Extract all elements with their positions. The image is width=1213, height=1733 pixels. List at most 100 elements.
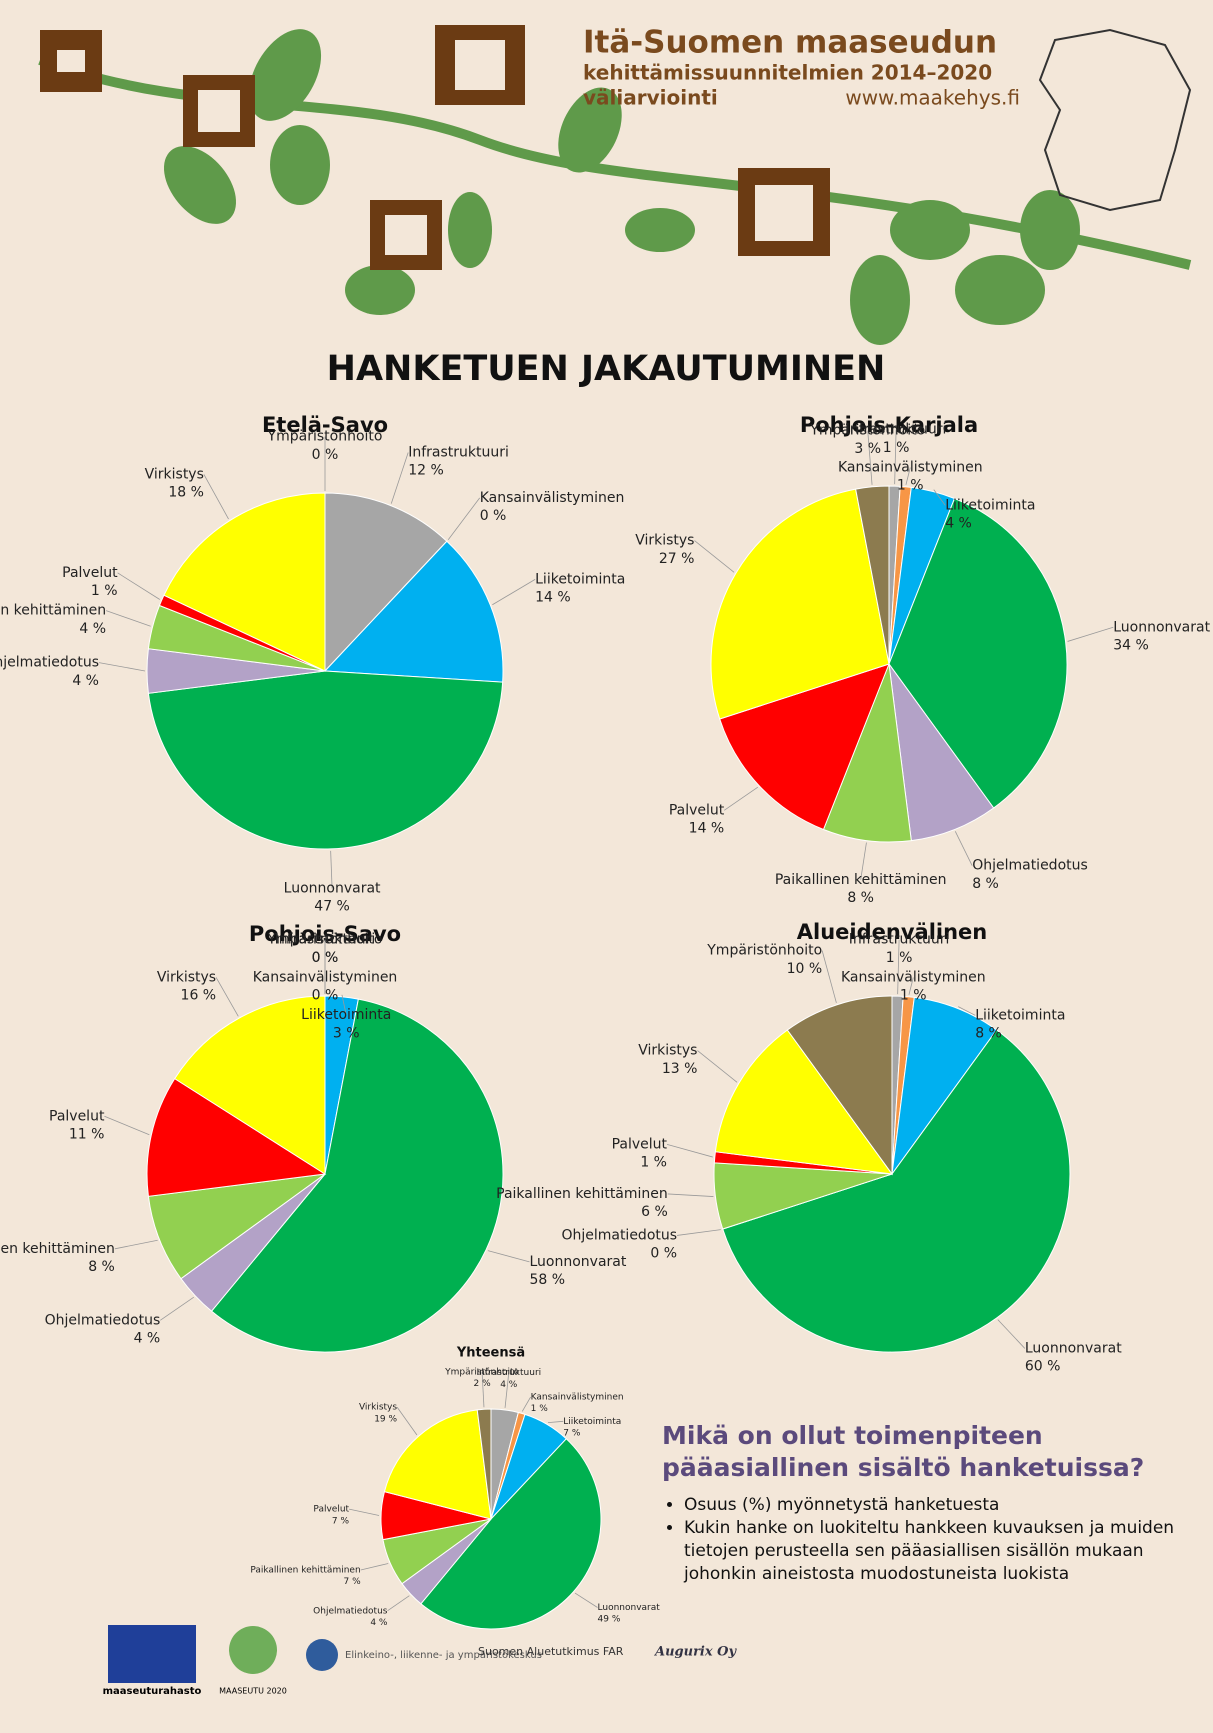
pie-slice <box>855 485 890 665</box>
leader-line <box>905 467 911 485</box>
slice-value: 10 % <box>787 961 823 977</box>
leader-line <box>487 1250 530 1263</box>
slice-label: Ympäristönhoito <box>267 932 383 948</box>
slice-label: Luonnonvarat <box>1113 619 1210 635</box>
slice-value: 12 % <box>408 463 444 479</box>
logo-text: maaseuturahasto <box>103 1686 202 1697</box>
pie-slice <box>822 663 912 843</box>
slice-label: Luonnonvarat <box>1025 1340 1122 1356</box>
slice-value: 4 % <box>72 673 99 689</box>
pie-title: Pohjois-Karjala <box>800 413 978 437</box>
slice-label: Luonnonvarat <box>284 880 381 896</box>
leaves <box>163 29 1080 345</box>
slice-value: 0 % <box>480 508 507 524</box>
leader-line <box>677 1229 721 1236</box>
slice-value: 1 % <box>897 478 924 494</box>
leader-line <box>341 994 347 1016</box>
logo-text: MAASEUTU 2020 <box>219 1687 287 1696</box>
pie-slice <box>324 492 448 673</box>
eu-flag <box>108 1625 196 1683</box>
leader-line <box>330 850 333 889</box>
leader-line <box>160 1296 195 1321</box>
pie-slice <box>786 995 893 1176</box>
slice-label: Palvelut <box>62 565 118 581</box>
leader-line <box>114 1239 158 1250</box>
slice-value: 8 % <box>972 876 999 892</box>
slice-value: 11 % <box>69 1126 105 1142</box>
slice-value: 4 % <box>79 621 106 637</box>
pie-slice <box>323 540 504 683</box>
leader-line <box>958 1006 976 1016</box>
info-bullet: Kukin hanke on luokiteltu hankkeen kuvau… <box>684 1517 1192 1586</box>
slice-value: 3 % <box>854 441 881 457</box>
slice-label: Liiketoiminta <box>535 571 625 587</box>
slice-label: Ohjelmatiedotus <box>0 655 99 671</box>
slice-value: 8 % <box>847 890 874 906</box>
slice-label: Ohjelmatiedotus <box>972 858 1088 874</box>
leader-line <box>387 1595 410 1612</box>
slice-value: 0 % <box>312 988 339 1004</box>
slice-label: Palvelut <box>313 1505 349 1515</box>
pie-title: Yhteensä <box>456 1346 525 1361</box>
slice-label: Liiketoiminta <box>563 1417 621 1427</box>
leader-line <box>666 1143 713 1158</box>
slice-label: Palvelut <box>669 802 725 818</box>
logo-mark <box>306 1639 338 1671</box>
slice-label: Ympäristönhoito <box>444 1367 519 1377</box>
leader-line <box>724 786 759 811</box>
slice-label: Liiketoiminta <box>301 1007 391 1023</box>
slice-label: Infrastruktuuri <box>849 932 950 948</box>
slice-value: 4 % <box>945 516 972 532</box>
slice-label: Luonnonvarat <box>529 1254 626 1270</box>
pie-slice <box>420 1438 602 1630</box>
info-bullet: Osuus (%) myönnetystä hanketuesta <box>684 1494 1192 1517</box>
slice-label: Kansainvälistyminen <box>480 490 625 506</box>
slice-value: 18 % <box>168 485 204 501</box>
slice-label: Infrastruktuuri <box>846 422 947 438</box>
leader-line <box>908 977 914 995</box>
slice-label: Virkistys <box>157 969 216 985</box>
leader-line <box>447 497 481 541</box>
header-url: www.maakehys.fi <box>845 86 1020 110</box>
icon-symbols <box>57 40 813 255</box>
slice-label: Paikallinen kehittäminen <box>775 872 947 888</box>
slice-value: 3 % <box>333 1025 360 1041</box>
pie-slice <box>476 1408 492 1520</box>
pie-slice <box>146 1077 327 1197</box>
leader-line <box>390 452 409 504</box>
leader-line <box>954 831 973 866</box>
slice-value: 4 % <box>134 1331 161 1347</box>
slice-label: Ohjelmatiedotus <box>561 1227 677 1243</box>
heading: HANKETUEN JAKAUTUMINEN <box>327 349 886 389</box>
leader-line <box>894 429 897 485</box>
slice-value: 47 % <box>314 899 350 915</box>
pie-title: Alueidenvälinen <box>797 920 987 944</box>
pie-slice <box>710 488 890 720</box>
icons <box>40 25 830 270</box>
leader-line <box>481 1371 485 1408</box>
slice-label: Paikallinen kehittäminen <box>0 1241 115 1257</box>
leader-line <box>215 977 239 1017</box>
region-map <box>1038 28 1192 212</box>
slice-value: 14 % <box>689 821 725 837</box>
slice-value: 16 % <box>181 988 217 1004</box>
slice-label: Palvelut <box>612 1136 668 1152</box>
slice-value: 1 % <box>640 1155 667 1171</box>
slice-label: Kansainvälistyminen <box>838 460 983 476</box>
slice-label: Ympäristönhoito <box>267 429 383 445</box>
slice-label: Kansainvälistyminen <box>531 1393 624 1403</box>
slice-value: 58 % <box>529 1272 565 1288</box>
info-title: Mikä on ollut toimenpiteen pääasiallinen… <box>662 1421 1145 1482</box>
slice-label: Kansainvälistyminen <box>841 970 986 986</box>
slice-value: 8 % <box>88 1259 115 1275</box>
pie-slice <box>163 492 326 672</box>
slice-value: 60 % <box>1025 1359 1061 1375</box>
pie-slice <box>722 1029 1071 1353</box>
logo-text: Augurix Oy <box>653 1645 737 1660</box>
slice-value: 2 % <box>474 1379 492 1389</box>
leader-line <box>492 579 536 606</box>
slice-value: 1 % <box>886 950 913 966</box>
leader-line <box>867 430 873 485</box>
slice-value: 34 % <box>1113 637 1149 653</box>
